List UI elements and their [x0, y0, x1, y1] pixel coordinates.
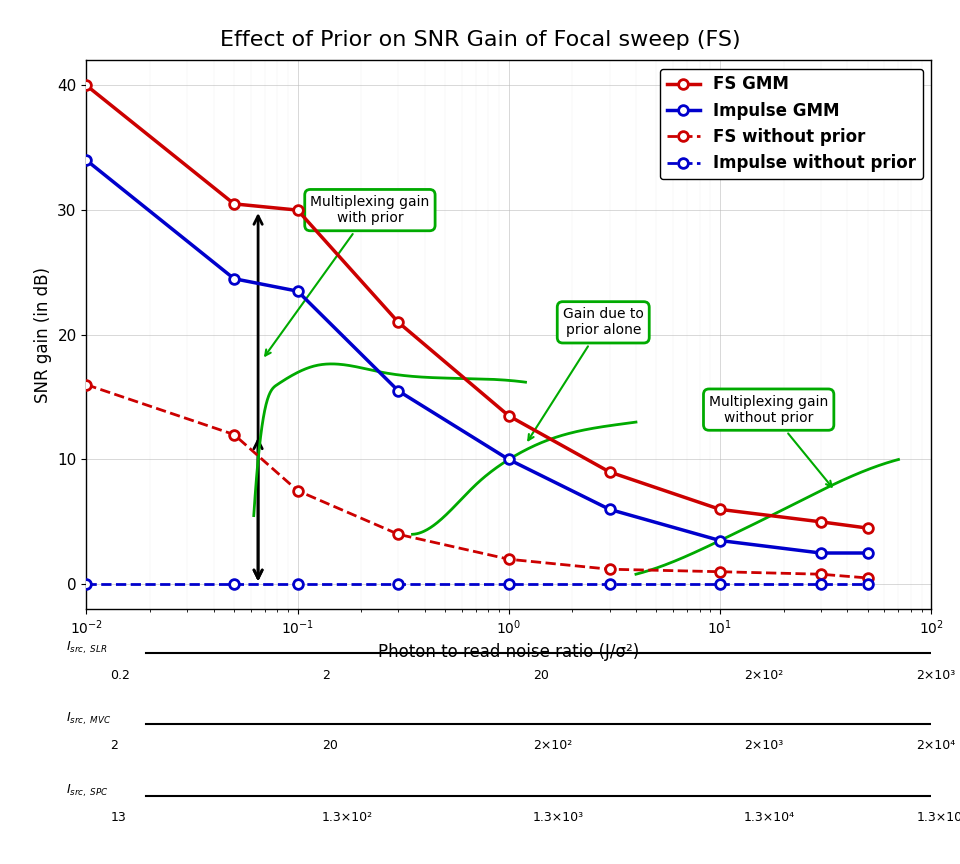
- Text: $I_{src,\ SPC}$: $I_{src,\ SPC}$: [66, 783, 108, 799]
- Text: 2×10²: 2×10²: [533, 739, 572, 753]
- Y-axis label: SNR gain (in dB): SNR gain (in dB): [34, 267, 52, 403]
- Text: Multiplexing gain
with prior: Multiplexing gain with prior: [265, 195, 429, 356]
- Text: 2×10³: 2×10³: [744, 739, 783, 753]
- Text: 20: 20: [533, 669, 549, 682]
- Text: 2×10²: 2×10²: [744, 669, 783, 682]
- Text: 0.2: 0.2: [110, 669, 131, 682]
- Text: 2×10⁴: 2×10⁴: [916, 739, 955, 753]
- Text: 2: 2: [322, 669, 329, 682]
- Text: 1.3×10²: 1.3×10²: [322, 811, 372, 824]
- Text: 2: 2: [110, 739, 118, 753]
- Text: 13: 13: [110, 811, 126, 824]
- Text: 1.3×10⁵: 1.3×10⁵: [916, 811, 960, 824]
- Text: $I_{src,\ SLR}$: $I_{src,\ SLR}$: [66, 640, 108, 657]
- Text: 1.3×10⁴: 1.3×10⁴: [744, 811, 795, 824]
- Text: 20: 20: [322, 739, 338, 753]
- Text: Effect of Prior on SNR Gain of Focal sweep (FS): Effect of Prior on SNR Gain of Focal swe…: [220, 30, 740, 50]
- X-axis label: Photon to read noise ratio (J/σ²): Photon to read noise ratio (J/σ²): [378, 643, 639, 661]
- Text: Multiplexing gain
without prior: Multiplexing gain without prior: [709, 395, 831, 486]
- Text: Gain due to
prior alone: Gain due to prior alone: [528, 308, 643, 441]
- Text: 2×10³: 2×10³: [916, 669, 955, 682]
- Text: 1.3×10³: 1.3×10³: [533, 811, 584, 824]
- Legend: FS GMM, Impulse GMM, FS without prior, Impulse without prior: FS GMM, Impulse GMM, FS without prior, I…: [660, 69, 923, 179]
- Text: $I_{src,\ MVC}$: $I_{src,\ MVC}$: [66, 710, 111, 727]
